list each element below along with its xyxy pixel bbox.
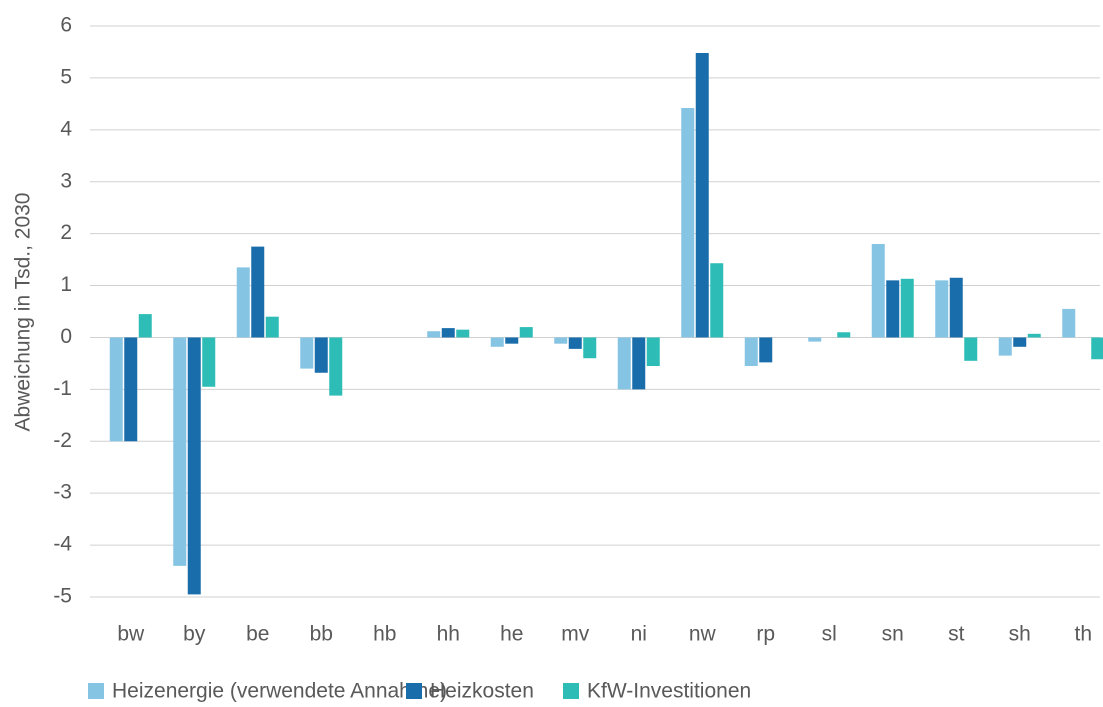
bar	[744, 337, 758, 367]
x-tick-label: hb	[373, 623, 396, 646]
legend-label: Heizkosten	[430, 680, 534, 703]
bar	[1091, 337, 1103, 360]
x-tick-label: th	[1074, 623, 1092, 646]
bar	[329, 337, 343, 396]
bar	[490, 337, 504, 347]
bar	[998, 337, 1012, 356]
bar	[695, 52, 709, 338]
legend-swatch	[563, 683, 579, 699]
bar	[632, 337, 646, 390]
y-tick-label: -4	[53, 533, 72, 556]
y-tick-label: 1	[60, 273, 72, 296]
bar	[759, 337, 773, 363]
y-tick-label: 2	[60, 221, 72, 244]
bar	[710, 263, 724, 338]
bar	[427, 331, 441, 338]
bar	[456, 329, 470, 338]
x-tick-label: mv	[561, 623, 589, 646]
bar	[1027, 333, 1041, 338]
y-tick-label: -3	[53, 481, 72, 504]
legend-swatch	[88, 683, 104, 699]
y-tick-label: 4	[60, 117, 72, 140]
bar	[568, 337, 582, 349]
bar	[964, 337, 978, 361]
bar	[681, 108, 695, 338]
bar	[441, 328, 455, 338]
legend-label: KfW-Investitionen	[587, 680, 751, 703]
y-tick-label: 0	[60, 325, 72, 348]
bar	[1062, 308, 1076, 338]
x-tick-label: st	[948, 623, 965, 646]
bar	[949, 277, 963, 338]
y-axis-label: Abweichung in Tsd., 2030	[12, 193, 35, 432]
bar	[187, 337, 201, 595]
bar	[202, 337, 216, 387]
x-tick-label: he	[500, 623, 523, 646]
bar	[554, 337, 568, 344]
x-tick-label: by	[183, 623, 206, 646]
bar	[138, 314, 152, 338]
y-tick-label: -2	[53, 429, 72, 452]
bar	[900, 278, 914, 338]
x-tick-label: hh	[437, 623, 460, 646]
x-tick-label: sn	[882, 623, 904, 646]
bar	[314, 337, 328, 373]
bar	[505, 337, 519, 344]
bar	[871, 244, 885, 338]
bar	[124, 337, 138, 442]
bar	[808, 337, 822, 342]
bar	[646, 337, 660, 367]
x-tick-label: rp	[756, 623, 775, 646]
x-tick-label: bw	[117, 623, 145, 646]
bar	[300, 337, 314, 369]
bar	[251, 246, 265, 338]
bar	[173, 337, 187, 566]
x-tick-label: ni	[631, 623, 647, 646]
x-tick-label: sl	[822, 623, 837, 646]
bar	[265, 316, 279, 338]
x-tick-label: nw	[689, 623, 717, 646]
bar	[886, 280, 900, 338]
y-tick-label: 6	[60, 14, 72, 37]
y-tick-label: -5	[53, 585, 72, 608]
x-tick-label: bb	[310, 623, 333, 646]
bar	[519, 327, 533, 338]
y-tick-label: 5	[60, 65, 72, 88]
bar	[109, 337, 123, 442]
bar	[236, 267, 250, 338]
y-tick-label: -1	[53, 377, 72, 400]
bar	[1013, 337, 1027, 347]
x-tick-label: be	[246, 623, 269, 646]
legend-swatch	[406, 683, 422, 699]
x-tick-label: sh	[1009, 623, 1031, 646]
legend-label: Heizenergie (verwendete Annahme)	[112, 680, 447, 703]
bar	[583, 337, 597, 359]
bar	[617, 337, 631, 390]
y-tick-label: 3	[60, 169, 72, 192]
bar	[935, 280, 949, 338]
bar	[837, 332, 851, 338]
